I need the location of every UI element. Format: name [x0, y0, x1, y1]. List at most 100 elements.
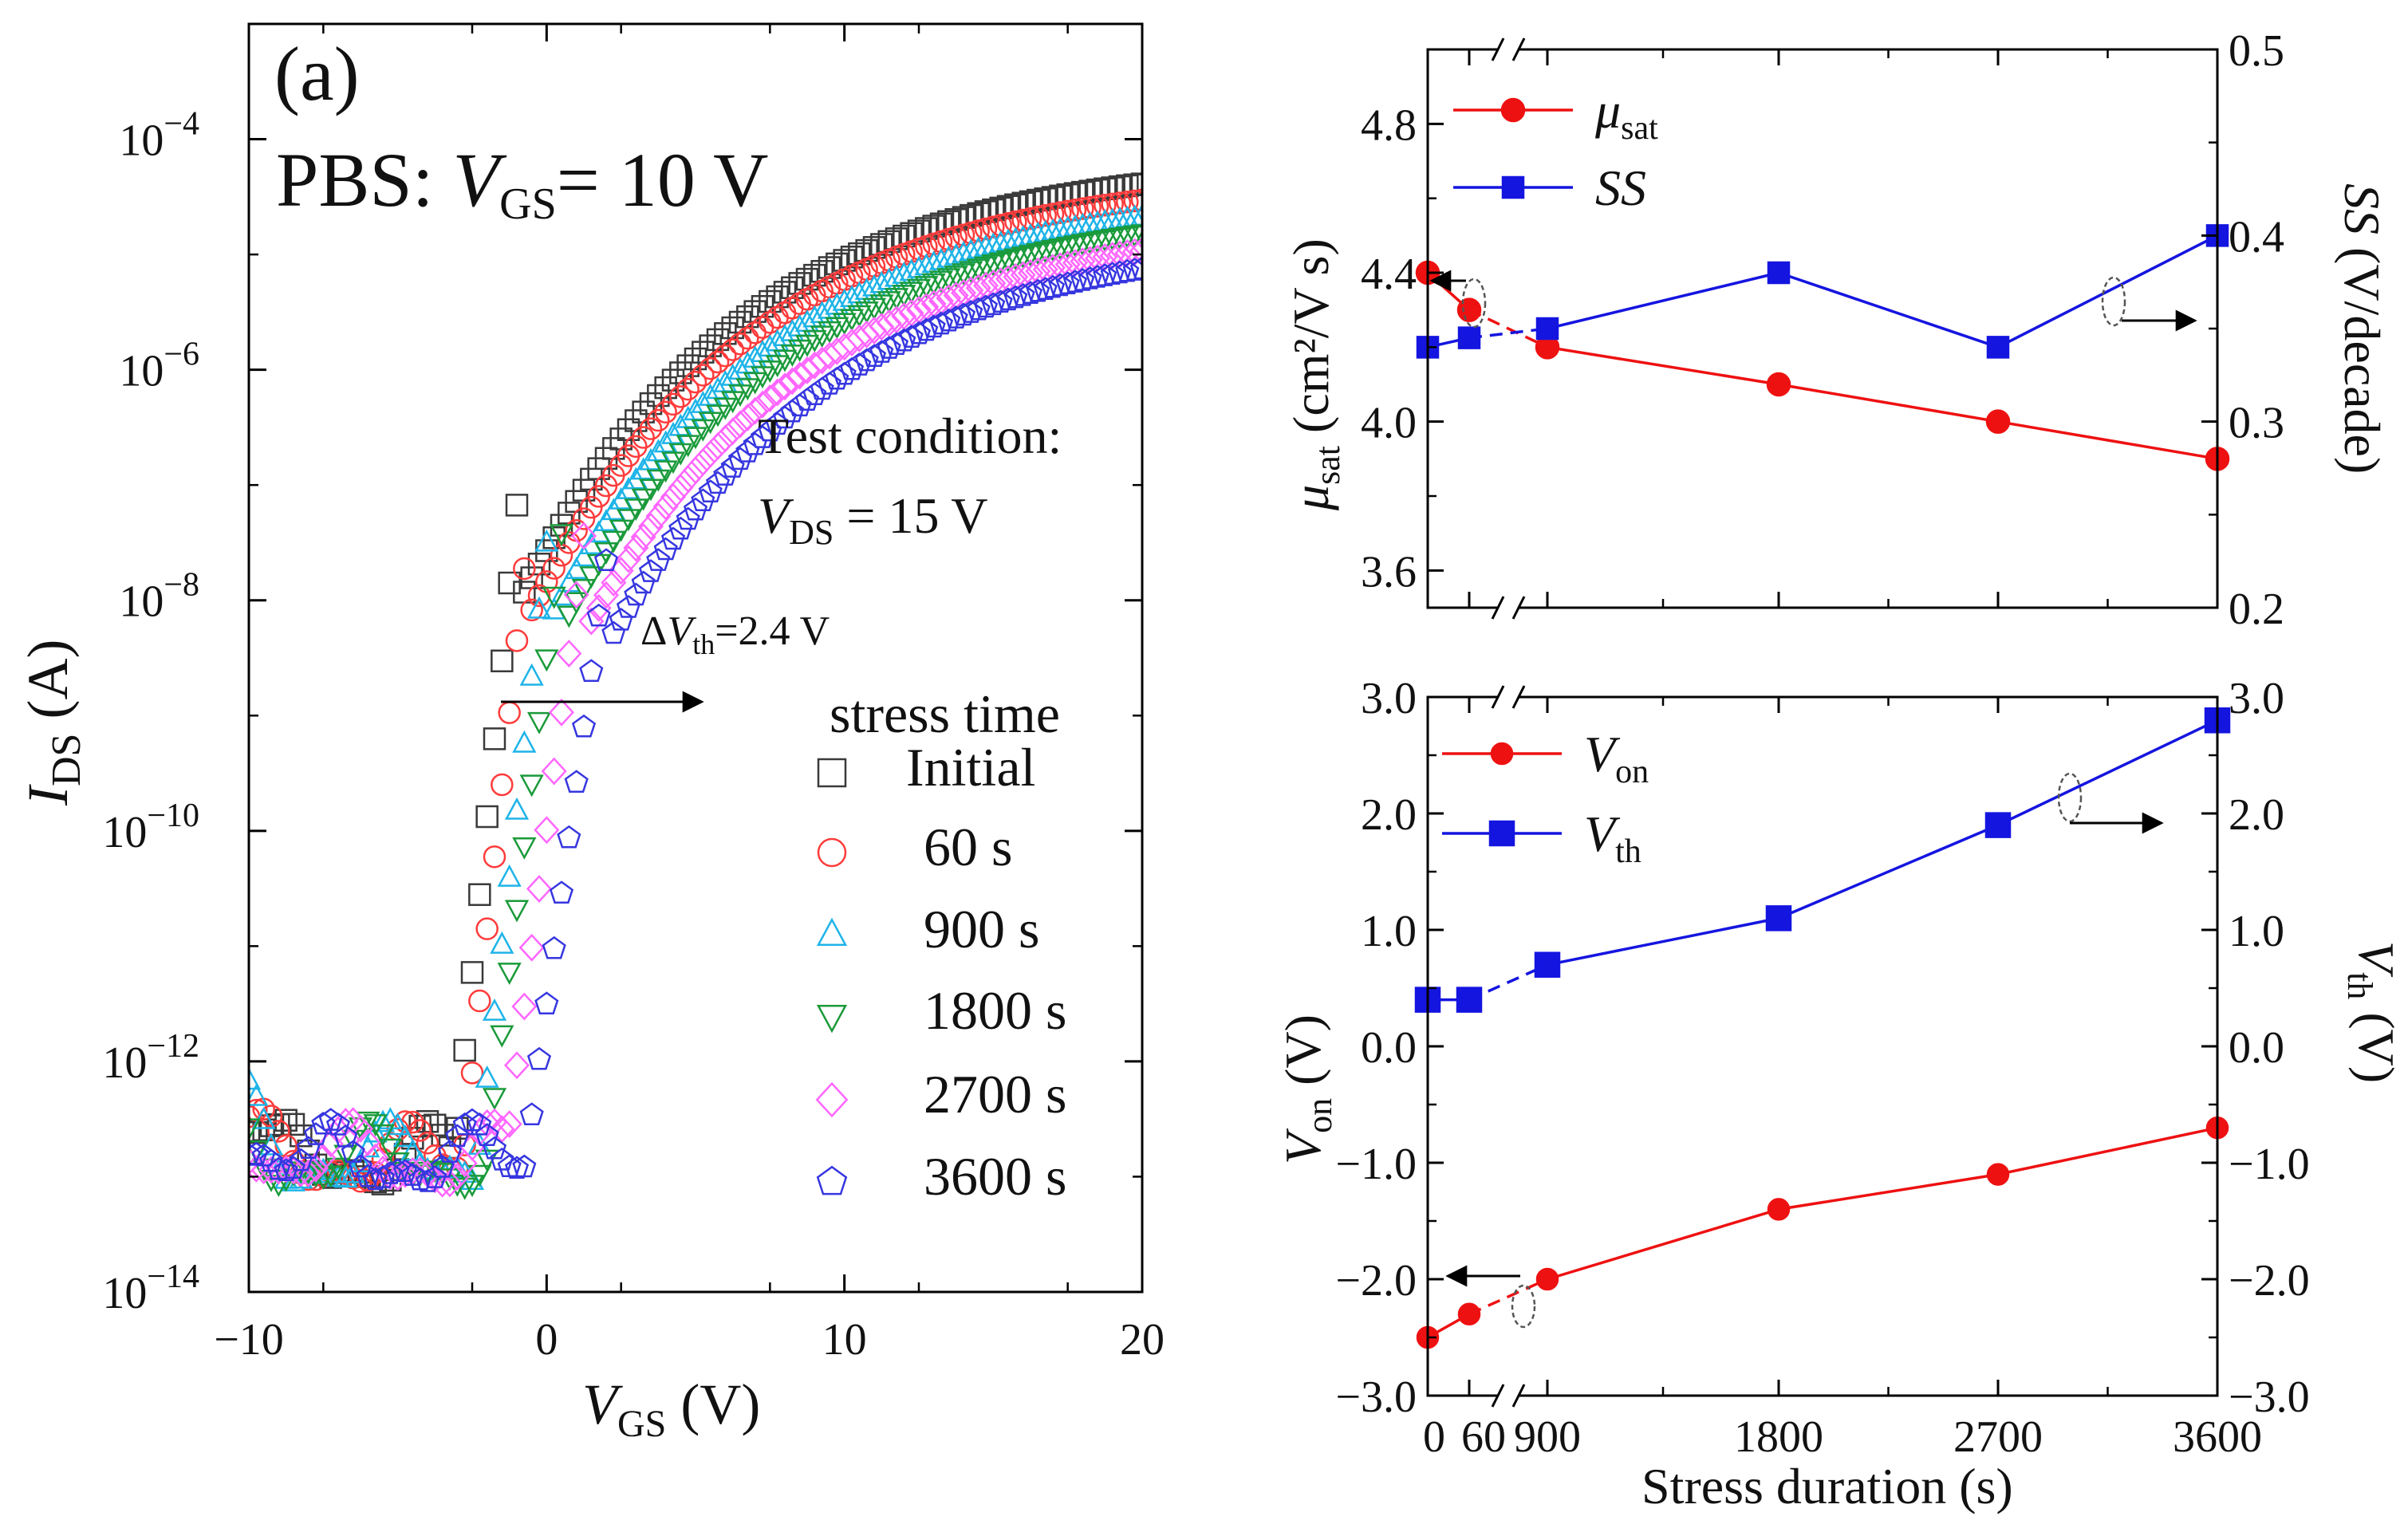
data-point: [542, 935, 566, 959]
legend-marker: [816, 917, 848, 946]
data-point: [370, 1109, 396, 1132]
data-point: [1004, 210, 1027, 234]
data-point: [602, 437, 625, 460]
data-point: [1011, 191, 1035, 215]
data-point: [683, 456, 708, 485]
data-point: [736, 326, 759, 350]
series-line-segment: [1547, 1207, 1779, 1281]
series-line-segment: [1547, 345, 1779, 386]
data-point: [601, 530, 626, 553]
data-point: [1107, 260, 1133, 284]
panel-b-legend: μsat SS: [1453, 82, 1658, 216]
data-point: [357, 1168, 380, 1192]
left-y-tick-label: 4.4: [1361, 250, 1417, 299]
data-point: [847, 352, 872, 376]
legend-item: μsat: [1453, 82, 1658, 147]
data-point: [512, 730, 537, 753]
data-point: [1011, 246, 1035, 270]
data-point: [490, 1025, 514, 1048]
data-point: [1129, 237, 1142, 265]
data-point: [705, 471, 731, 494]
data-point: [683, 427, 708, 450]
data-point: [333, 1165, 358, 1188]
data-point: [1062, 270, 1088, 293]
a-y-tick-label: 10−12: [102, 1028, 199, 1088]
series-line-segment: [1997, 1126, 2218, 1176]
legend-item: 60 s: [817, 817, 1012, 877]
data-point: [460, 1061, 484, 1085]
panel-b-plot: [1415, 224, 2230, 471]
data-point: [408, 1119, 432, 1142]
data-point: [437, 1140, 463, 1163]
panel-c-right-axis-label: Vth (V): [2340, 941, 2405, 1083]
data-point: [981, 292, 1006, 316]
data-point: [1019, 207, 1042, 230]
data-point: [1100, 229, 1125, 251]
data-point: [274, 1158, 298, 1182]
data-point: [1011, 282, 1035, 306]
data-point: [497, 864, 522, 887]
data-point: [899, 325, 924, 348]
data-point: [558, 502, 581, 525]
panel-a-y-axis-label: IDS (A): [16, 640, 89, 806]
right-y-tick-label: 3.0: [2229, 674, 2284, 723]
data-point: [720, 455, 745, 478]
data-point: [623, 534, 649, 562]
data-point: [1101, 176, 1124, 199]
data-point: [697, 439, 723, 468]
data-point: [884, 305, 909, 334]
data-point: [445, 1124, 470, 1148]
data-point: [1116, 190, 1139, 214]
data-point: [519, 1102, 544, 1125]
data-point: [1984, 812, 2012, 838]
data-point: [669, 385, 692, 408]
right-y-tick-label: 0.3: [2229, 399, 2284, 448]
data-point: [498, 571, 521, 595]
data-point: [1101, 192, 1124, 216]
data-point: [780, 399, 805, 423]
data-point: [1100, 262, 1125, 286]
x-tick-label: 0: [1423, 1412, 1445, 1462]
x-tick-label: 2700: [1953, 1412, 2043, 1462]
series-line-segment: [1468, 327, 1548, 340]
legend-marker: [816, 1005, 848, 1034]
data-point: [906, 278, 932, 301]
data-point: [869, 313, 895, 341]
series-line-segment: [1547, 271, 1779, 330]
data-point: [1071, 180, 1094, 204]
series-line-segment: [1468, 963, 1548, 1002]
data-point: [668, 443, 693, 466]
data-point: [1048, 238, 1073, 261]
data-point: [370, 1165, 396, 1188]
panel-b-mobility-ss: 3.64.04.44.80.20.30.40.5 μsat (cm²/V s) …: [1283, 26, 2390, 634]
data-point: [609, 608, 633, 631]
data-point: [652, 492, 679, 521]
data-point: [684, 370, 707, 394]
series-line-segment: [1778, 271, 1999, 349]
data-point: [951, 302, 976, 326]
a-x-tick-label: 0: [535, 1315, 558, 1365]
data-point: [579, 566, 604, 589]
vth-axis-indicator-ellipse: [2057, 772, 2083, 823]
data-point: [647, 384, 670, 408]
data-point: [557, 605, 581, 628]
data-point: [563, 581, 589, 609]
data-point: [482, 1136, 507, 1160]
data-point: [750, 390, 775, 419]
data-point: [1130, 188, 1142, 212]
x-tick-label: 3600: [2173, 1412, 2262, 1462]
right-y-tick-label: 0.2: [2229, 585, 2284, 634]
data-point: [1034, 187, 1057, 211]
data-point: [1129, 203, 1142, 226]
data-point: [1049, 201, 1072, 224]
data-point: [862, 235, 886, 259]
data-point: [1086, 178, 1109, 202]
data-point: [727, 410, 753, 439]
data-point: [1766, 372, 1791, 397]
data-point: [779, 367, 806, 396]
data-point: [638, 559, 664, 582]
data-point: [549, 698, 574, 727]
data-point: [699, 356, 722, 380]
data-point: [668, 474, 694, 502]
legend-item: 900 s: [816, 899, 1039, 959]
